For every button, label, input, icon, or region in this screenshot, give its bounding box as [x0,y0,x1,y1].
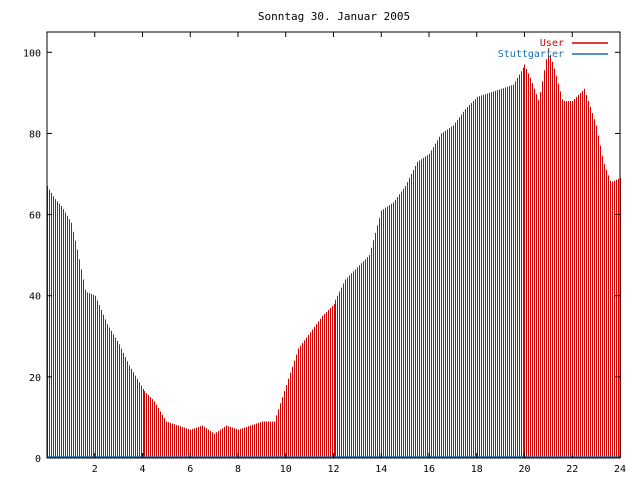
x-tick-label: 16 [423,464,435,475]
x-tick-label: 22 [566,464,578,475]
x-tick-label: 6 [187,464,193,475]
y-tick-label: 60 [29,211,41,222]
x-tick-label: 12 [327,464,339,475]
bar-series-user [47,48,621,458]
y-tick-label: 20 [29,373,41,384]
y-tick-label: 40 [29,292,41,303]
legend-label-stuttgarter: Stuttgarter [498,49,564,60]
chart-title: Sonntag 30. Januar 2005 [258,10,410,23]
y-tick-label: 80 [29,129,41,140]
legend-label-user: User [540,38,564,49]
x-tick-label: 20 [518,464,530,475]
y-tick-label: 0 [35,454,41,465]
x-tick-label: 10 [280,464,292,475]
x-tick-label: 18 [471,464,483,475]
y-axis: 0 20 40 60 80 100 [23,48,620,465]
legend: User Stuttgarter [498,38,608,60]
x-tick-label: 4 [139,464,145,475]
x-axis: 2 4 6 8 10 12 14 16 18 20 22 24 [92,32,626,475]
x-tick-label: 8 [235,464,241,475]
y-tick-label: 100 [23,48,41,59]
x-tick-label: 24 [614,464,626,475]
x-tick-label: 14 [375,464,387,475]
x-tick-label: 2 [92,464,98,475]
